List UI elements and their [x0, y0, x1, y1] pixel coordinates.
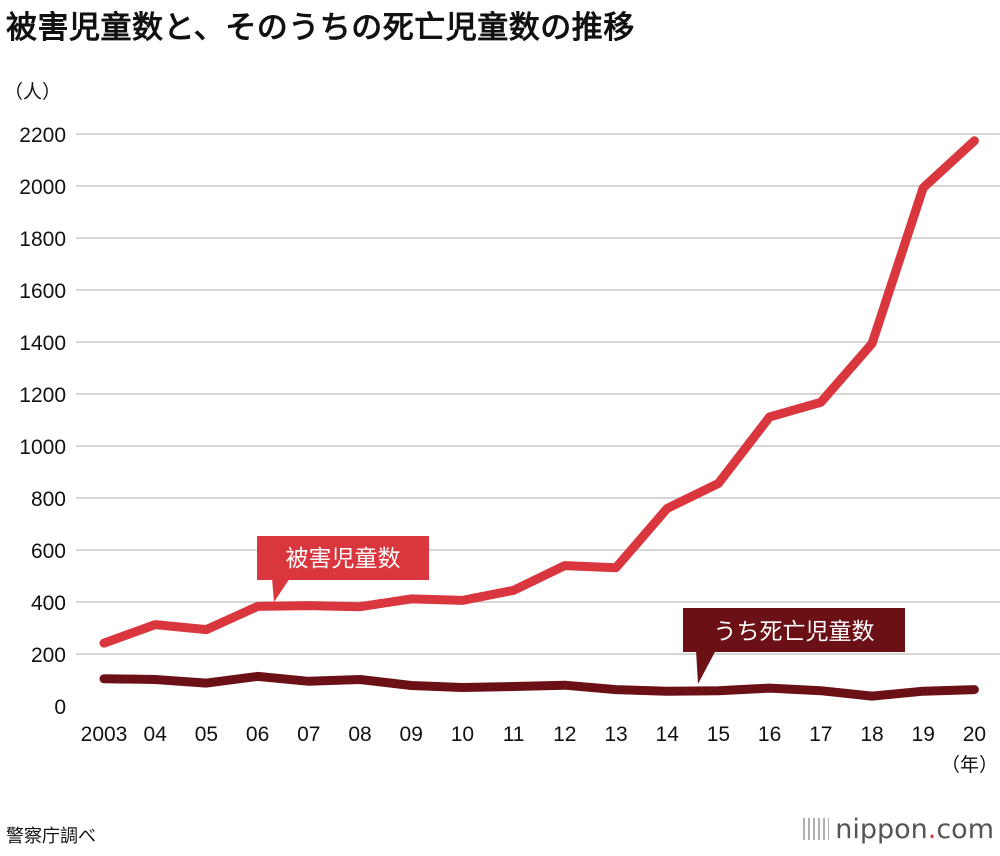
- y-tick-label: 1000: [19, 436, 66, 459]
- x-tick-label: 18: [860, 723, 883, 746]
- x-tick-label: 2003: [81, 723, 128, 746]
- y-tick-label: 200: [31, 644, 66, 667]
- data-point: [972, 138, 977, 143]
- x-tick-label: 06: [246, 723, 269, 746]
- y-tick-label: 2000: [19, 176, 66, 199]
- series-line-1: [99, 671, 979, 701]
- data-point: [716, 481, 721, 486]
- data-point: [767, 414, 772, 419]
- data-point: [409, 683, 414, 688]
- data-point: [614, 687, 618, 692]
- data-point: [614, 565, 618, 570]
- series-label-pointer: [696, 650, 716, 684]
- data-point: [255, 604, 260, 609]
- series-label-box: [683, 608, 905, 652]
- data-point: [102, 641, 106, 646]
- data-point: [511, 588, 516, 593]
- series-label: 被害児童数: [286, 546, 401, 572]
- logo-bars-icon: [803, 818, 830, 840]
- y-tick-label: 1400: [19, 332, 66, 355]
- y-tick-label: 2200: [19, 124, 66, 147]
- data-point: [255, 674, 260, 679]
- y-tick-label: 800: [31, 488, 66, 511]
- data-point: [358, 604, 362, 609]
- data-point: [409, 596, 414, 601]
- y-tick-label: 0: [54, 696, 66, 719]
- series-label: うち死亡児童数: [714, 619, 875, 645]
- series-label-box: [257, 536, 429, 580]
- brand-dot: .: [927, 814, 937, 845]
- series: [99, 136, 979, 701]
- x-tick-label: 15: [707, 723, 730, 746]
- x-tick-label: 13: [604, 723, 627, 746]
- data-point: [306, 603, 311, 608]
- y-axis-unit: （人）: [4, 81, 61, 103]
- x-axis: 2003 04 05 06 07 08 09 10 11 12 13 14 15 16 17 18 19 20: [81, 723, 986, 746]
- data-point: [818, 400, 823, 405]
- brand-name: nippon: [835, 814, 928, 845]
- x-tick-label: 14: [656, 723, 680, 746]
- source-note: 警察庁調べ: [6, 826, 96, 847]
- data-point: [102, 676, 106, 681]
- x-tick-label: 11: [503, 723, 525, 746]
- x-tick-label: 10: [451, 723, 474, 746]
- data-point: [818, 688, 823, 693]
- brand-logo: nippon.com: [803, 814, 994, 845]
- data-point: [204, 681, 209, 686]
- x-axis-unit: （年）: [941, 754, 998, 776]
- x-tick-label: 05: [195, 723, 218, 746]
- chart-title: 被害児童数と、そのうちの死亡児童数の推移: [6, 10, 635, 46]
- y-tick-label: 1200: [19, 384, 66, 407]
- data-point: [921, 185, 926, 190]
- data-point: [204, 627, 209, 632]
- data-point: [358, 677, 362, 682]
- x-tick-label: 17: [809, 723, 832, 746]
- x-tick-label: 19: [912, 723, 935, 746]
- data-point: [460, 685, 465, 690]
- data-point: [870, 694, 874, 699]
- data-point: [511, 684, 516, 689]
- series-label-pointer: [272, 578, 290, 602]
- data-point: [153, 622, 158, 627]
- data-point: [870, 341, 874, 346]
- x-tick-label: 07: [297, 723, 320, 746]
- data-point: [562, 563, 567, 568]
- brand-suffix: com: [936, 814, 994, 845]
- y-tick-label: 400: [31, 592, 66, 615]
- x-tick-label: 08: [348, 723, 371, 746]
- data-point: [972, 687, 977, 692]
- data-point: [460, 598, 465, 603]
- series-line-0: [99, 136, 979, 648]
- data-point: [153, 677, 158, 682]
- x-tick-label: 09: [400, 723, 423, 746]
- y-tick-label: 600: [31, 540, 66, 563]
- x-tick-label: 16: [758, 723, 781, 746]
- data-point: [767, 686, 772, 691]
- grid: [76, 133, 1000, 655]
- data-point: [921, 689, 926, 694]
- y-tick-label: 1600: [19, 280, 66, 303]
- y-axis: 0 200 400 600 800 1000 1200 1400 1600 1800 2000 220…: [19, 124, 66, 719]
- x-tick-label: 04: [144, 723, 168, 746]
- data-point: [665, 506, 670, 511]
- x-tick-label: 20: [963, 723, 986, 746]
- x-tick-label: 12: [553, 723, 576, 746]
- y-tick-label: 1800: [19, 228, 66, 251]
- data-point: [306, 679, 311, 684]
- data-point: [562, 683, 567, 688]
- data-point: [716, 688, 721, 693]
- data-point: [665, 689, 670, 694]
